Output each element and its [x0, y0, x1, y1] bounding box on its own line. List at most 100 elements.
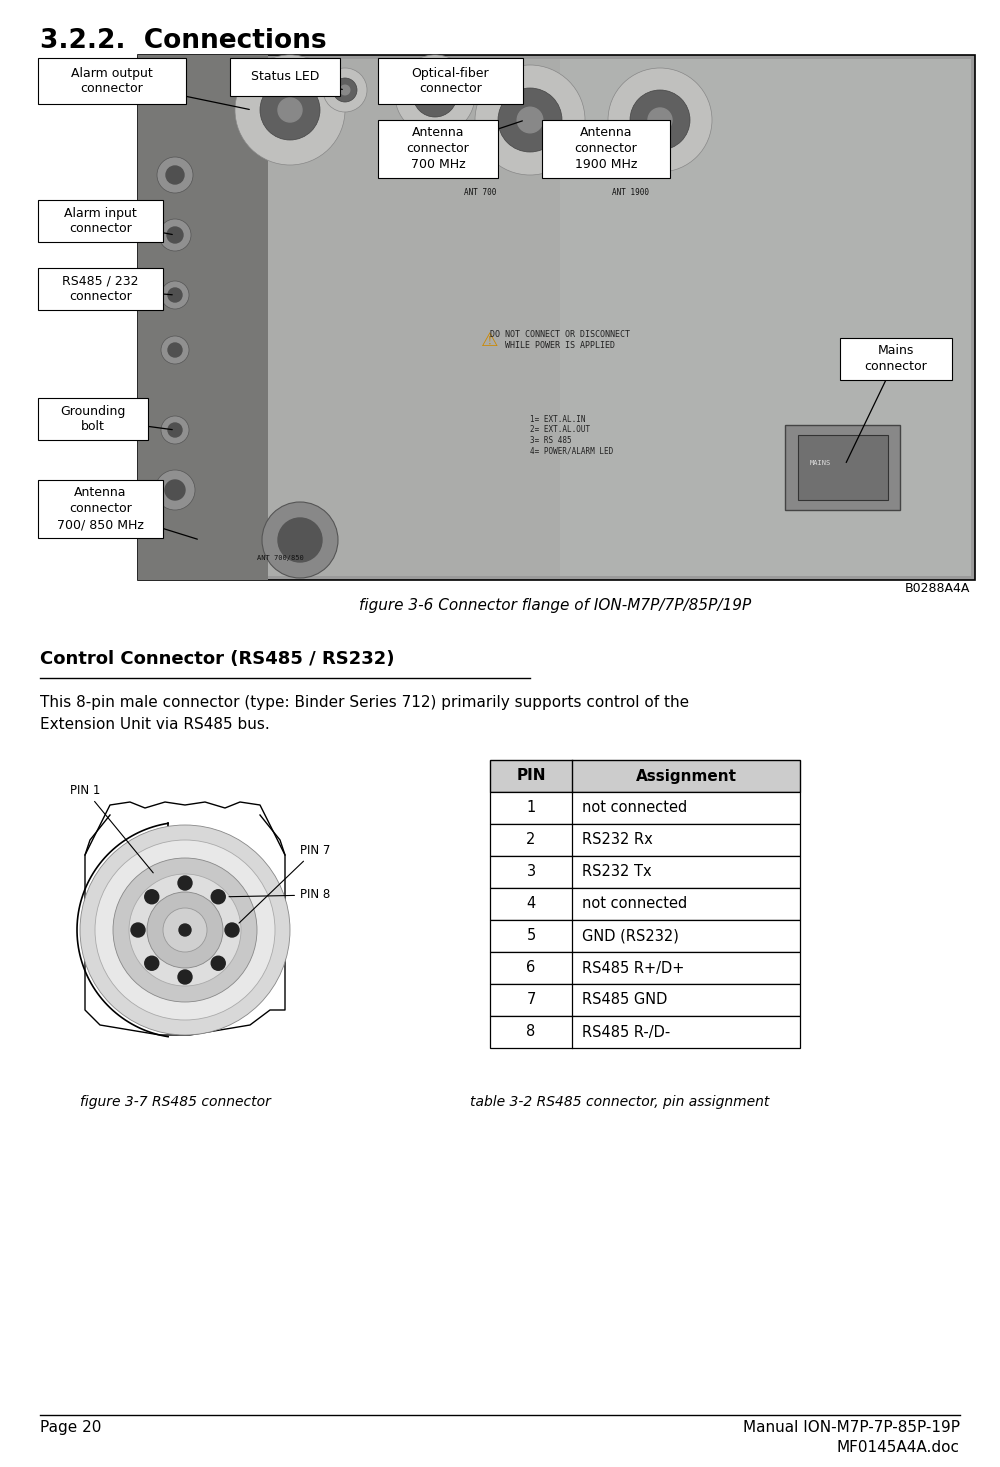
- Text: MAINS: MAINS: [809, 461, 831, 467]
- Text: ANT 1900: ANT 1900: [612, 188, 648, 197]
- Circle shape: [168, 288, 182, 302]
- Text: 1= EXT.AL.IN
2= EXT.AL.OUT
3= RS 485
4= POWER/ALARM LED: 1= EXT.AL.IN 2= EXT.AL.OUT 3= RS 485 4= …: [530, 415, 613, 455]
- FancyBboxPatch shape: [490, 760, 800, 792]
- Text: ANT 700/850: ANT 700/850: [257, 555, 303, 560]
- Circle shape: [426, 87, 444, 104]
- FancyBboxPatch shape: [38, 268, 163, 310]
- Circle shape: [159, 219, 191, 251]
- Circle shape: [178, 876, 192, 890]
- Text: ⚠: ⚠: [481, 330, 499, 349]
- Text: RS485 GND: RS485 GND: [582, 993, 667, 1008]
- Text: 8: 8: [526, 1024, 536, 1040]
- FancyBboxPatch shape: [38, 398, 148, 440]
- FancyBboxPatch shape: [38, 480, 163, 538]
- Text: Status LED: Status LED: [251, 70, 319, 84]
- Circle shape: [168, 422, 182, 437]
- Text: RS485 / 232
connector: RS485 / 232 connector: [62, 274, 139, 304]
- Text: Control Connector (RS485 / RS232): Control Connector (RS485 / RS232): [40, 650, 394, 667]
- Text: RS232 Tx: RS232 Tx: [582, 864, 652, 880]
- Circle shape: [333, 78, 357, 103]
- Text: RS485 R-/D-: RS485 R-/D-: [582, 1024, 670, 1040]
- Text: PIN 8: PIN 8: [229, 889, 330, 902]
- Text: Mains
connector: Mains connector: [865, 345, 927, 374]
- Circle shape: [517, 107, 543, 133]
- Text: Grounding
bolt: Grounding bolt: [60, 405, 126, 434]
- Circle shape: [179, 924, 191, 936]
- FancyBboxPatch shape: [490, 952, 800, 984]
- FancyBboxPatch shape: [230, 59, 340, 95]
- Circle shape: [165, 480, 185, 500]
- Circle shape: [498, 88, 562, 153]
- Circle shape: [630, 89, 690, 150]
- Circle shape: [145, 956, 159, 970]
- Circle shape: [648, 109, 672, 132]
- FancyBboxPatch shape: [490, 888, 800, 920]
- Text: not connected: not connected: [582, 801, 687, 816]
- FancyBboxPatch shape: [38, 200, 163, 242]
- FancyBboxPatch shape: [490, 920, 800, 952]
- Circle shape: [608, 67, 712, 172]
- Circle shape: [161, 336, 189, 364]
- Text: Antenna
connector
1900 MHz: Antenna connector 1900 MHz: [575, 126, 637, 172]
- Text: RS232 Rx: RS232 Rx: [582, 832, 653, 848]
- FancyBboxPatch shape: [798, 436, 888, 500]
- Text: 5: 5: [526, 929, 536, 943]
- Circle shape: [161, 282, 189, 310]
- Circle shape: [163, 908, 207, 952]
- FancyBboxPatch shape: [840, 337, 952, 380]
- Text: 3: 3: [526, 864, 536, 880]
- FancyBboxPatch shape: [490, 857, 800, 888]
- Text: figure 3-7 RS485 connector: figure 3-7 RS485 connector: [80, 1094, 270, 1109]
- Circle shape: [145, 890, 159, 904]
- Text: Optical-fiber
connector: Optical-fiber connector: [412, 66, 489, 95]
- Circle shape: [395, 54, 475, 135]
- Circle shape: [161, 417, 189, 445]
- FancyBboxPatch shape: [378, 59, 523, 104]
- FancyBboxPatch shape: [142, 59, 560, 577]
- Circle shape: [211, 956, 225, 970]
- Text: B0288A4A: B0288A4A: [905, 582, 970, 596]
- Circle shape: [340, 85, 350, 95]
- Circle shape: [113, 858, 257, 1002]
- Text: GND (RS232): GND (RS232): [582, 929, 679, 943]
- Text: PIN 1: PIN 1: [70, 783, 153, 873]
- FancyBboxPatch shape: [38, 59, 186, 104]
- Circle shape: [225, 923, 239, 937]
- Text: table 3-2 RS485 connector, pin assignment: table 3-2 RS485 connector, pin assignmen…: [470, 1094, 770, 1109]
- Circle shape: [178, 970, 192, 984]
- Circle shape: [147, 892, 223, 968]
- Text: Assignment: Assignment: [636, 769, 736, 783]
- Text: DO NOT CONNECT OR DISCONNECT
WHILE POWER IS APPLIED: DO NOT CONNECT OR DISCONNECT WHILE POWER…: [490, 330, 630, 349]
- Text: 1: 1: [526, 801, 536, 816]
- Circle shape: [166, 166, 184, 183]
- Circle shape: [95, 841, 275, 1020]
- Circle shape: [131, 923, 145, 937]
- Text: Page 20: Page 20: [40, 1420, 101, 1435]
- FancyBboxPatch shape: [142, 59, 971, 577]
- FancyBboxPatch shape: [138, 54, 975, 579]
- Text: Alarm output
connector: Alarm output connector: [71, 66, 153, 95]
- Text: 7: 7: [526, 993, 536, 1008]
- FancyBboxPatch shape: [785, 425, 900, 511]
- Circle shape: [262, 502, 338, 578]
- Circle shape: [260, 81, 320, 139]
- Circle shape: [129, 874, 241, 986]
- Circle shape: [475, 65, 585, 175]
- FancyBboxPatch shape: [378, 120, 498, 178]
- FancyBboxPatch shape: [490, 792, 800, 824]
- Circle shape: [323, 67, 367, 111]
- Circle shape: [278, 518, 322, 562]
- Circle shape: [235, 54, 345, 164]
- Text: Alarm input
connector: Alarm input connector: [64, 207, 137, 236]
- Text: figure 3-6 Connector flange of ION-M7P/7P/85P/19P: figure 3-6 Connector flange of ION-M7P/7…: [359, 599, 751, 613]
- FancyBboxPatch shape: [542, 120, 670, 178]
- Text: 3.2.2.  Connections: 3.2.2. Connections: [40, 28, 327, 54]
- Text: PIN: PIN: [516, 769, 546, 783]
- Text: RS485 R+/D+: RS485 R+/D+: [582, 961, 684, 976]
- Text: This 8-pin male connector (type: Binder Series 712) primarily supports control o: This 8-pin male connector (type: Binder …: [40, 695, 689, 732]
- Circle shape: [278, 98, 302, 122]
- Circle shape: [155, 469, 195, 511]
- FancyBboxPatch shape: [490, 1017, 800, 1047]
- Circle shape: [157, 157, 193, 194]
- Text: Manual ION-M7P-7P-85P-19P
MF0145A4A.doc: Manual ION-M7P-7P-85P-19P MF0145A4A.doc: [743, 1420, 960, 1455]
